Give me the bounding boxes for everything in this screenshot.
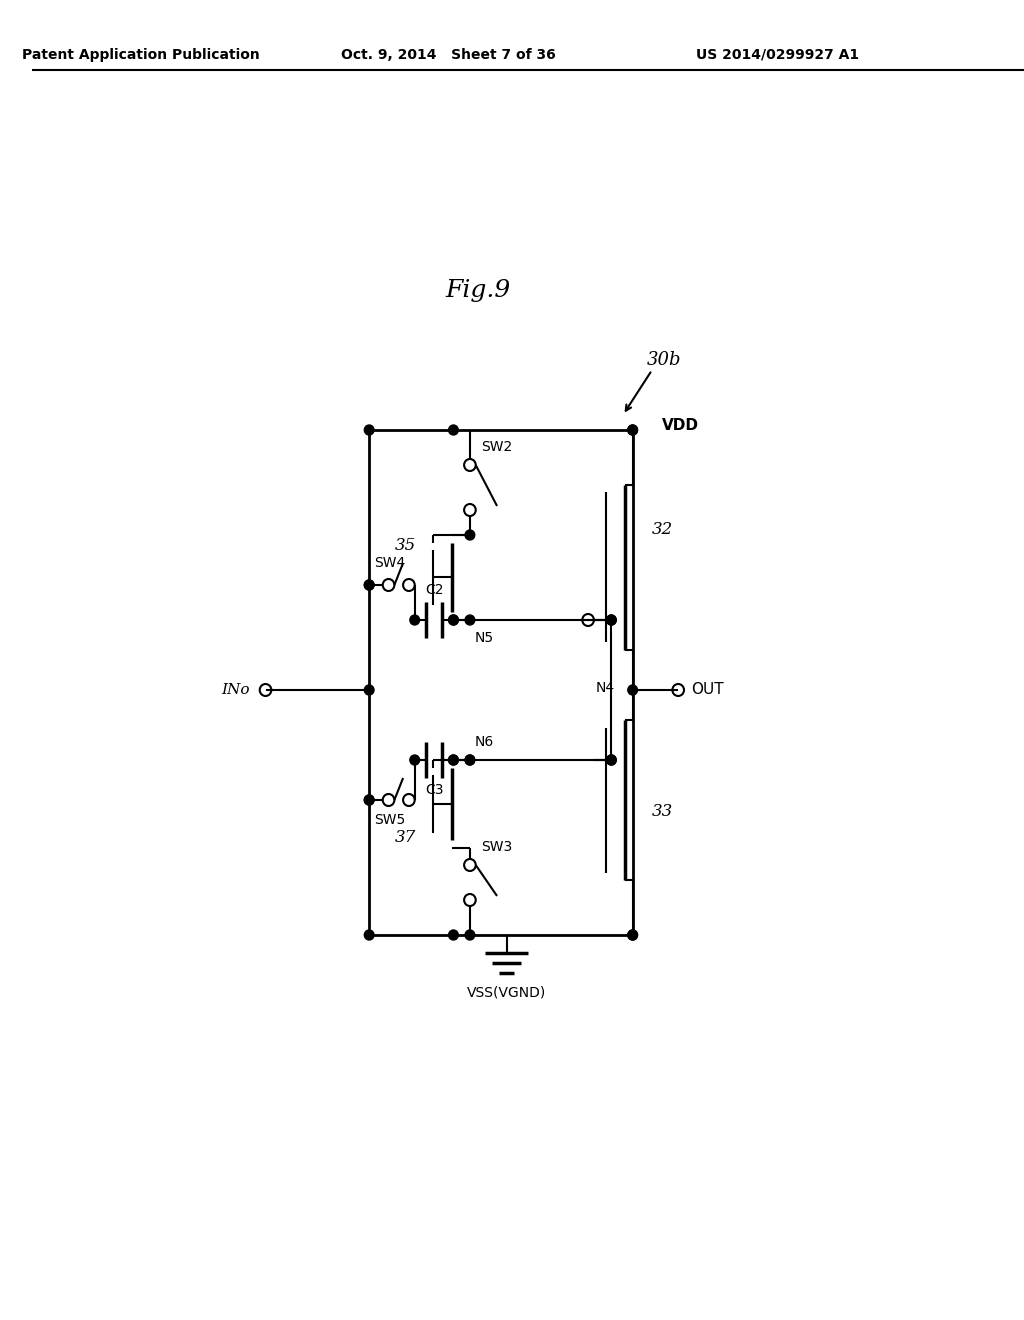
- Circle shape: [410, 755, 420, 766]
- Circle shape: [449, 615, 459, 624]
- Text: Fig.9: Fig.9: [445, 279, 510, 301]
- Circle shape: [465, 531, 475, 540]
- Circle shape: [365, 795, 374, 805]
- Circle shape: [365, 579, 374, 590]
- Text: N5: N5: [475, 631, 494, 645]
- Circle shape: [449, 425, 459, 436]
- Circle shape: [365, 685, 374, 696]
- Circle shape: [365, 425, 374, 436]
- Text: 35: 35: [394, 536, 416, 553]
- Circle shape: [628, 685, 638, 696]
- Circle shape: [365, 579, 374, 590]
- Circle shape: [628, 931, 638, 940]
- Text: Patent Application Publication: Patent Application Publication: [22, 48, 259, 62]
- Text: N4: N4: [596, 681, 615, 696]
- Circle shape: [465, 931, 475, 940]
- Circle shape: [449, 931, 459, 940]
- Circle shape: [628, 931, 638, 940]
- Text: C2: C2: [425, 583, 443, 597]
- Text: 37: 37: [394, 829, 416, 846]
- Text: C3: C3: [425, 783, 443, 797]
- Circle shape: [606, 615, 616, 624]
- Text: 33: 33: [652, 804, 673, 821]
- Circle shape: [606, 615, 616, 624]
- Circle shape: [410, 615, 420, 624]
- Text: VDD: VDD: [662, 417, 698, 433]
- Text: 32: 32: [652, 521, 673, 539]
- Circle shape: [449, 755, 459, 766]
- Circle shape: [365, 931, 374, 940]
- Text: SW4: SW4: [374, 556, 406, 570]
- Text: SW3: SW3: [481, 840, 513, 854]
- Circle shape: [449, 615, 459, 624]
- Text: 30b: 30b: [647, 351, 682, 370]
- Circle shape: [465, 755, 475, 766]
- Text: VSS(VGND): VSS(VGND): [467, 986, 547, 1001]
- Circle shape: [365, 795, 374, 805]
- Circle shape: [628, 425, 638, 436]
- Text: OUT: OUT: [691, 682, 723, 697]
- Circle shape: [606, 755, 616, 766]
- Text: SW2: SW2: [481, 440, 513, 454]
- Text: Oct. 9, 2014   Sheet 7 of 36: Oct. 9, 2014 Sheet 7 of 36: [341, 48, 556, 62]
- Circle shape: [449, 755, 459, 766]
- Circle shape: [465, 615, 475, 624]
- Text: US 2014/0299927 A1: US 2014/0299927 A1: [696, 48, 859, 62]
- Circle shape: [606, 755, 616, 766]
- Text: N6: N6: [475, 735, 494, 748]
- Text: SW5: SW5: [374, 813, 406, 828]
- Circle shape: [628, 425, 638, 436]
- Text: INo: INo: [221, 682, 250, 697]
- Circle shape: [465, 755, 475, 766]
